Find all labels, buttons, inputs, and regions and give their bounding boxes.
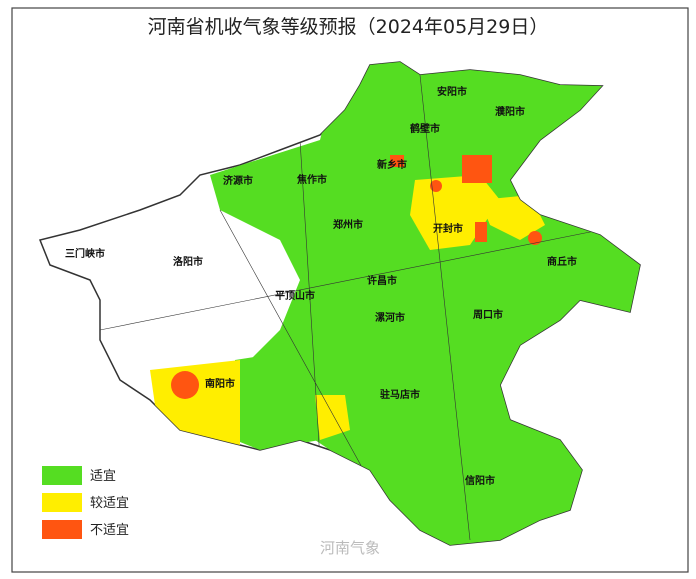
legend-swatch: [42, 493, 82, 512]
city-label: 周口市: [473, 308, 503, 321]
city-label: 新乡市: [377, 158, 407, 171]
city-label: 安阳市: [437, 85, 467, 98]
city-label: 许昌市: [367, 274, 397, 287]
legend-label: 较适宜: [90, 496, 129, 511]
city-label: 漯河市: [375, 311, 405, 324]
legend-label: 适宜: [90, 469, 116, 484]
city-label: 平顶山市: [275, 289, 315, 302]
legend-label: 不适宜: [90, 523, 129, 538]
map-title: 河南省机收气象等级预报（2024年05月29日）: [148, 16, 549, 38]
city-label: 焦作市: [296, 173, 327, 186]
city-label: 商丘市: [547, 255, 577, 268]
city-label: 鹤壁市: [409, 122, 440, 135]
city-label: 开封市: [433, 222, 463, 235]
legend-swatch: [42, 520, 82, 539]
city-label: 济源市: [223, 174, 253, 187]
city-label: 洛阳市: [173, 255, 203, 268]
city-label: 驻马店市: [380, 388, 420, 401]
city-label: 南阳市: [205, 377, 235, 390]
city-label: 濮阳市: [495, 105, 525, 118]
city-label: 郑州市: [333, 218, 363, 231]
city-label: 三门峡市: [65, 247, 105, 260]
legend-swatch: [42, 466, 82, 485]
city-label: 信阳市: [465, 474, 495, 487]
watermark: 河南气象: [320, 539, 380, 557]
